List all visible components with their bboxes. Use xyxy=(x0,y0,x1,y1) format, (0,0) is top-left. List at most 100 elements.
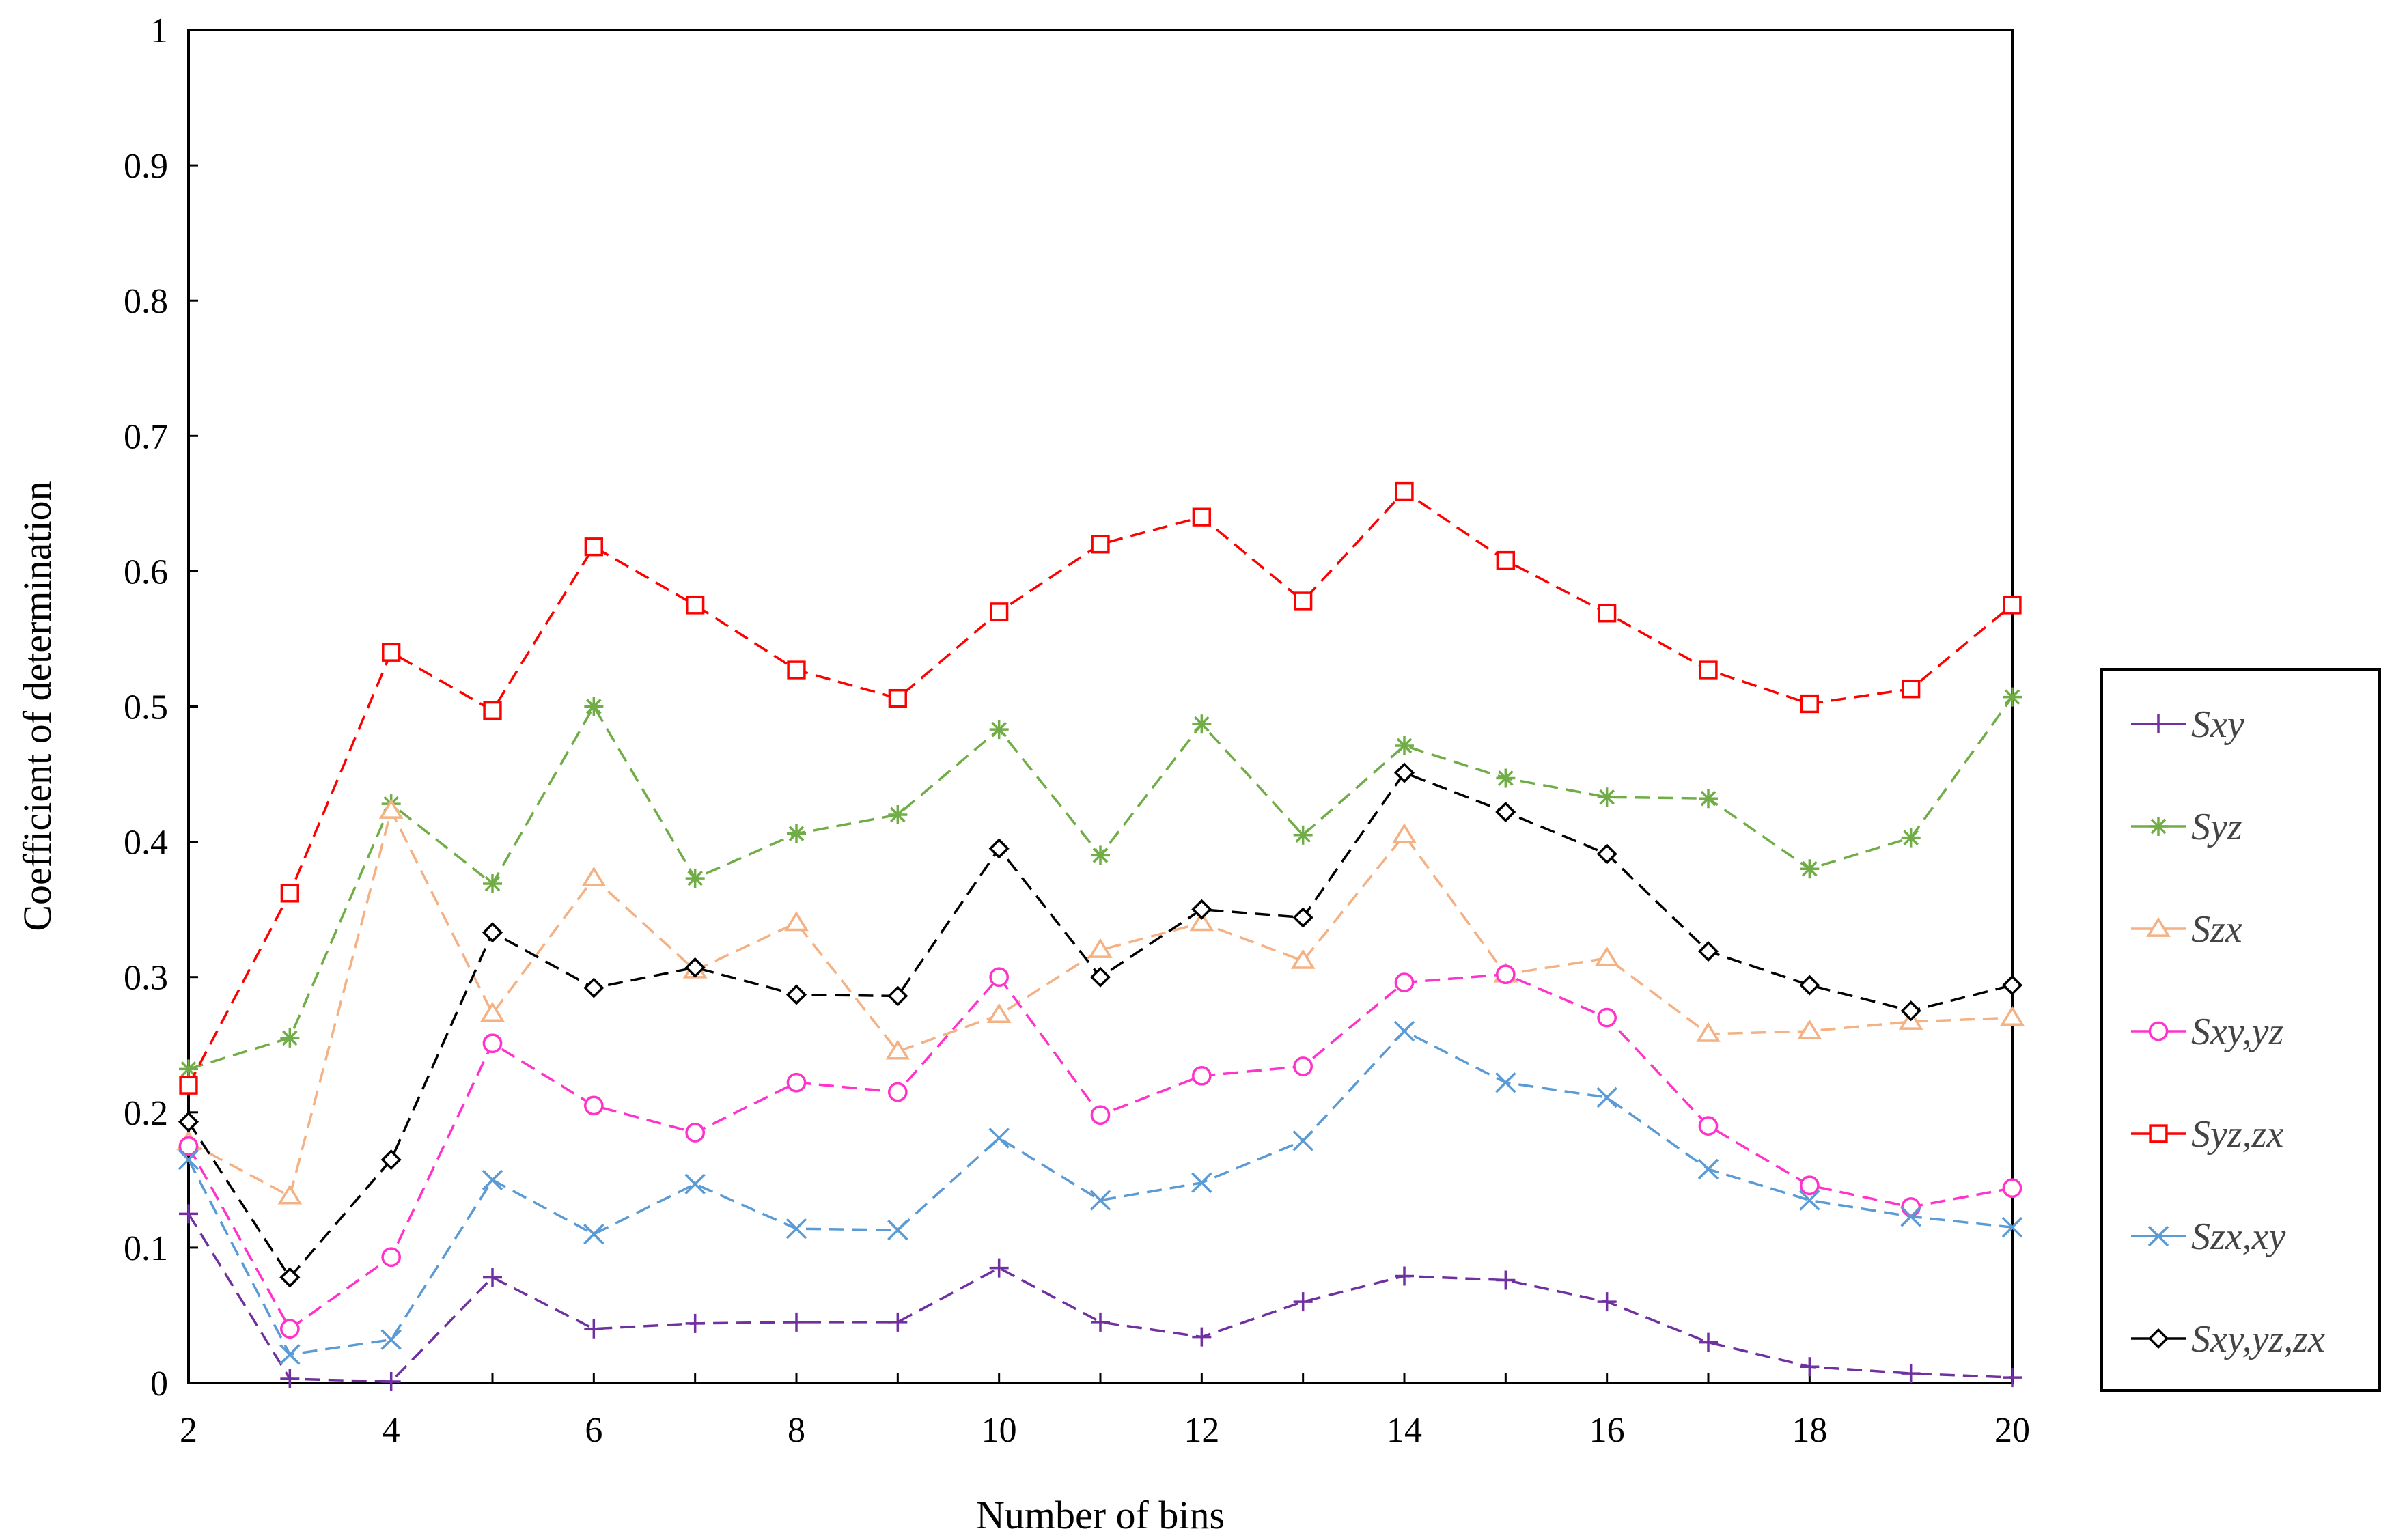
x-tick-label: 18 xyxy=(1792,1411,1827,1450)
data-point xyxy=(482,1169,503,1191)
data-point xyxy=(885,1039,910,1060)
data-point xyxy=(581,866,607,886)
x-tick-label: 2 xyxy=(180,1411,197,1450)
data-point xyxy=(584,1319,604,1339)
data-point xyxy=(888,804,908,824)
data-point xyxy=(887,1219,908,1241)
data-point xyxy=(990,602,1009,621)
data-point xyxy=(1799,1175,1820,1196)
data-point xyxy=(178,1149,199,1171)
legend-item: Szx,xy xyxy=(2131,1216,2286,1258)
series-layer xyxy=(176,481,2025,1392)
y-tick-label: 1 xyxy=(150,12,168,51)
legend-label: Sxy,yz,zx xyxy=(2191,1318,2325,1360)
data-point xyxy=(1594,946,1619,966)
series-sxy-yz xyxy=(178,964,2022,1339)
data-point xyxy=(277,1184,303,1205)
legend: Sxy Syz Szx Sxy,yz Syz,zx Szx,xy Sxy,yz,zx xyxy=(2100,668,2381,1392)
data-point xyxy=(784,911,809,932)
data-point xyxy=(1799,1190,1820,1211)
data-point xyxy=(2002,1178,2022,1199)
data-point xyxy=(482,922,503,943)
x-tick-label: 20 xyxy=(1994,1411,2030,1450)
data-point xyxy=(1394,972,1415,992)
data-point xyxy=(1800,1357,1820,1377)
data-point xyxy=(280,1369,300,1389)
data-point xyxy=(1596,843,1617,865)
data-point xyxy=(480,1001,505,1022)
data-point xyxy=(684,1173,706,1195)
data-point xyxy=(2003,596,2022,615)
legend-item: Szx xyxy=(2131,908,2242,951)
data-point xyxy=(1392,823,1417,843)
data-point xyxy=(1900,1206,1921,1227)
legend-label: Sxy,yz xyxy=(2191,1011,2283,1053)
data-point xyxy=(583,1095,604,1116)
data-point xyxy=(1596,1087,1617,1108)
data-point xyxy=(1395,481,1414,501)
data-point xyxy=(279,1319,300,1339)
x-tick-label: 16 xyxy=(1589,1411,1625,1450)
data-point xyxy=(1191,899,1212,920)
data-point xyxy=(989,720,1009,740)
data-point xyxy=(1089,966,1111,988)
data-point xyxy=(178,1136,199,1156)
y-tick-label: 0.4 xyxy=(124,824,168,863)
data-point xyxy=(1697,1158,1719,1180)
data-point xyxy=(584,697,604,716)
data-point xyxy=(1901,828,1921,848)
data-point xyxy=(583,977,604,998)
data-point xyxy=(2000,1005,2025,1026)
series-sxy-yz-zx xyxy=(178,762,2023,1288)
data-point xyxy=(1294,591,1313,611)
data-point xyxy=(1495,801,1516,823)
data-point xyxy=(1496,1270,1516,1290)
x-tick-label: 6 xyxy=(585,1411,602,1450)
data-point xyxy=(1696,1022,1721,1042)
series-szx-xy xyxy=(178,1020,2023,1365)
data-point xyxy=(1091,1312,1110,1332)
legend-label: Szx xyxy=(2191,908,2242,951)
legend-label: Szx,xy xyxy=(2191,1216,2286,1258)
y-tick-label: 0.9 xyxy=(124,147,168,186)
data-point xyxy=(1292,907,1313,928)
data-point xyxy=(888,688,907,708)
data-point xyxy=(1799,975,1820,996)
data-point xyxy=(1797,1019,1822,1039)
data-point xyxy=(785,1218,807,1240)
x-tick-label: 10 xyxy=(982,1411,1017,1450)
data-point xyxy=(1189,911,1214,932)
data-point xyxy=(1089,1190,1111,1211)
data-point xyxy=(1191,1065,1212,1086)
data-point xyxy=(1800,694,1819,714)
data-point xyxy=(2001,1216,2023,1238)
data-point xyxy=(280,884,299,903)
data-point xyxy=(1699,660,1718,680)
x-tick-label: 12 xyxy=(1184,1411,1219,1450)
data-point xyxy=(1293,1292,1313,1312)
data-point xyxy=(1091,845,1110,865)
data-point xyxy=(380,1149,402,1171)
y-axis-title: Coefficient of determination xyxy=(15,481,59,931)
data-point xyxy=(179,1204,198,1224)
x-axis: 2 4 6 8 10 12 14 16 18 20 xyxy=(180,1373,2030,1450)
data-point xyxy=(685,1313,705,1333)
data-point xyxy=(2003,1368,2022,1388)
data-point xyxy=(382,643,401,662)
data-point xyxy=(179,1076,198,1095)
data-point xyxy=(1495,964,1516,985)
data-point xyxy=(1192,507,1211,527)
data-point xyxy=(483,701,502,720)
y-tick-label: 0.3 xyxy=(124,959,168,998)
data-point xyxy=(280,1028,300,1048)
y-tick-label: 0.6 xyxy=(124,552,168,591)
data-point xyxy=(1088,938,1113,958)
y-axis: 0 0.1 0.2 0.3 0.4 0.5 0.6 0.7 0.8 0.9 1 xyxy=(124,12,198,1403)
data-point xyxy=(1597,1292,1617,1312)
data-point xyxy=(785,984,807,1005)
data-point xyxy=(684,957,706,978)
legend-marker xyxy=(2148,1021,2169,1041)
data-point xyxy=(986,1003,1012,1023)
